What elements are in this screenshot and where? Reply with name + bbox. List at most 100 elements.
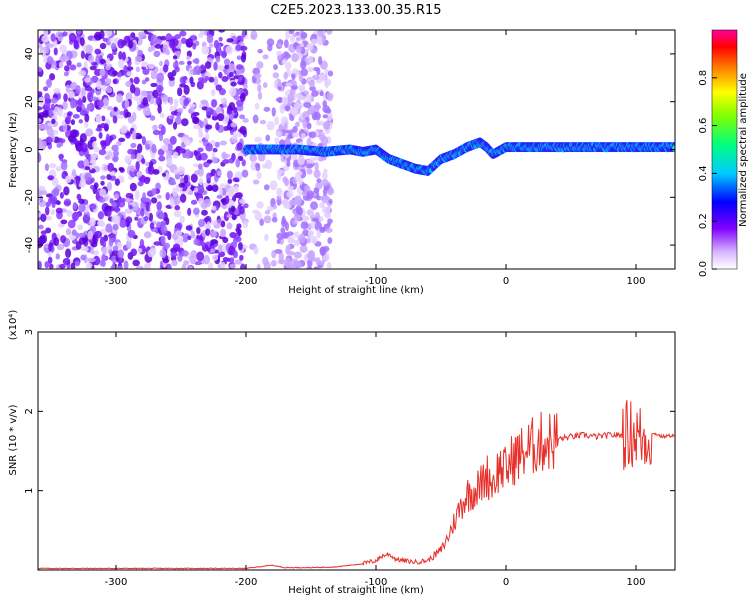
heatmap-cell (167, 143, 173, 152)
heatmap-cell (45, 201, 51, 208)
heatmap-cell (156, 194, 162, 199)
heatmap-cell (81, 87, 86, 97)
heatmap-cell (60, 219, 68, 225)
heatmap-cell (96, 99, 105, 108)
heatmap-cell (183, 174, 189, 184)
heatmap-cell (311, 90, 319, 97)
heatmap-cell (211, 219, 218, 226)
heatmap-cell (38, 152, 41, 163)
heatmap-cell (87, 257, 96, 263)
heatmap-cell (136, 143, 143, 154)
heatmap-cell (210, 108, 215, 115)
heatmap-cell (181, 118, 189, 127)
heatmap-cell (123, 260, 129, 269)
heatmap-cell (215, 84, 223, 91)
heatmap-cell (68, 32, 77, 43)
heatmap-cell (172, 243, 181, 252)
heatmap-cell (222, 237, 229, 244)
heatmap-cell (308, 157, 315, 165)
heatmap-cell (161, 125, 166, 135)
heatmap-cell (314, 161, 319, 172)
heatmap-cell (148, 212, 154, 222)
heatmap-cell (82, 95, 87, 104)
heatmap-cell (169, 96, 174, 106)
heatmap-cell (254, 73, 262, 79)
heatmap-cell (38, 185, 46, 191)
heatmap-cell (114, 215, 121, 225)
heatmap-cell (157, 104, 162, 114)
heatmap-cell (125, 66, 134, 71)
heatmap-cell (310, 38, 318, 46)
heatmap-cell (176, 112, 181, 119)
heatmap-cell (293, 200, 302, 206)
heatmap-cell (293, 251, 302, 259)
heatmap-cell (272, 204, 277, 210)
heatmap-cell (220, 261, 226, 269)
heatmap-cell (210, 239, 218, 245)
heatmap-cell (145, 111, 152, 116)
heatmap-cell (136, 152, 142, 162)
heatmap-cell (294, 171, 301, 182)
heatmap-cell (161, 172, 167, 177)
heatmap-cell (179, 215, 185, 224)
heatmap-cell (217, 170, 222, 177)
heatmap-cell (45, 43, 50, 54)
heatmap-cell (277, 96, 283, 104)
heatmap-cell (78, 236, 87, 245)
heatmap-cell (48, 110, 53, 117)
heatmap-cell (116, 113, 124, 120)
heatmap-cell (322, 114, 329, 119)
heatmap-cell (121, 51, 127, 61)
heatmap-cell (73, 137, 78, 145)
heatmap-cell (60, 161, 68, 171)
heatmap-cell (326, 30, 333, 35)
heatmap-cell (181, 250, 189, 257)
heatmap-cell (280, 227, 286, 234)
heatmap-cell (94, 48, 102, 55)
heatmap-cell (116, 241, 123, 250)
heatmap-cell (232, 250, 238, 259)
heatmap-cell (310, 201, 318, 210)
heatmap-cell (84, 77, 91, 83)
heatmap-cell (84, 44, 93, 54)
heatmap-cell (171, 259, 178, 267)
heatmap-cell (299, 95, 307, 101)
heatmap-cell (50, 209, 56, 215)
heatmap-cell (104, 155, 110, 160)
heatmap-cell (239, 254, 244, 261)
heatmap-cell (196, 227, 201, 235)
heatmap-cell (171, 187, 178, 197)
heatmap-cell (313, 187, 320, 194)
heatmap-cell (212, 254, 219, 261)
heatmap-cell (125, 208, 131, 214)
heatmap-cell (242, 220, 249, 229)
heatmap-cell (252, 179, 260, 185)
heatmap-cell (70, 82, 76, 90)
heatmap-cell (118, 51, 123, 60)
heatmap-cell (212, 147, 218, 153)
heatmap-cell (199, 30, 205, 36)
heatmap-cell (325, 227, 333, 234)
heatmap-cell (114, 178, 120, 186)
heatmap-cell (131, 130, 137, 141)
heatmap-cell (166, 263, 172, 269)
heatmap-cell (107, 162, 115, 172)
heatmap-cell (101, 246, 109, 255)
heatmap-cell (157, 86, 162, 97)
heatmap-cell (105, 133, 111, 143)
heatmap-cell (306, 43, 314, 52)
colorbar-ticks: 0.0 0.2 0.4 0.6 0.8 (698, 70, 717, 277)
spectrogram-y-axis: -40 -20 0 20 40 (24, 48, 675, 253)
heatmap-cell (119, 167, 125, 173)
heatmap-cell (300, 221, 309, 230)
heatmap-cell (169, 115, 175, 120)
heatmap-cell (51, 97, 58, 104)
heatmap-cell (123, 64, 128, 75)
heatmap-cell (179, 177, 185, 185)
heatmap-cell (134, 216, 139, 221)
heatmap-cell (49, 195, 58, 204)
heatmap-cell (319, 246, 327, 255)
snr-x-tick-label: -300 (105, 577, 128, 588)
heatmap-cell (102, 84, 107, 92)
